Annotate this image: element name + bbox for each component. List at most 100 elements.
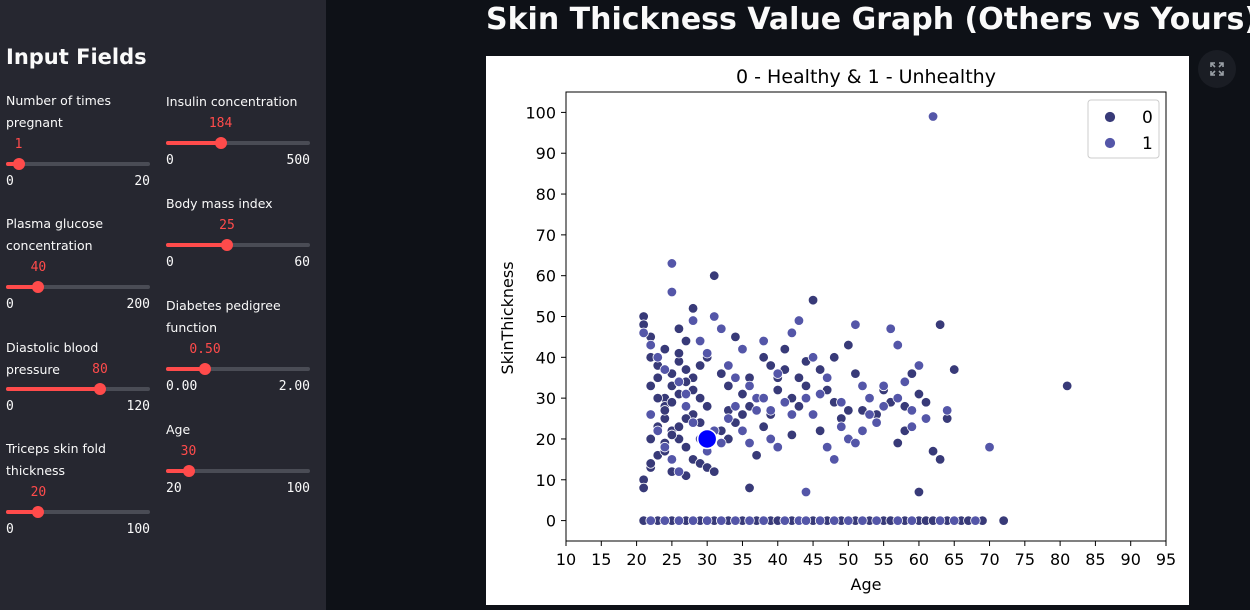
- data-point-class-1: [800, 486, 812, 498]
- data-point-class-0: [638, 482, 649, 494]
- slider-thumb[interactable]: [32, 506, 45, 518]
- data-point-class-1: [857, 515, 868, 526]
- data-point-class-1: [906, 405, 918, 416]
- data-point-class-0: [1061, 380, 1073, 392]
- x-tick-label: 20: [626, 550, 646, 569]
- data-point-class-1: [927, 111, 939, 122]
- slider-track[interactable]: [166, 465, 310, 477]
- slider-thumb[interactable]: [12, 158, 25, 170]
- slider-thumb[interactable]: [214, 137, 227, 149]
- data-point-class-1: [744, 380, 755, 392]
- data-point-class-0: [680, 364, 692, 375]
- page-title: Skin Thickness Value Graph (Others vs Yo…: [486, 2, 1250, 37]
- data-point-class-1: [709, 311, 720, 322]
- data-point-class-1: [871, 515, 882, 526]
- slider-track[interactable]: [6, 383, 150, 395]
- data-point-class-1: [659, 364, 671, 375]
- data-point-class-1: [786, 327, 798, 339]
- data-point-class-1: [807, 409, 819, 420]
- data-point-class-1: [864, 392, 875, 404]
- data-point-class-1: [744, 515, 755, 526]
- slider-min: 20: [166, 481, 182, 496]
- slider-thumb[interactable]: [221, 239, 233, 251]
- chart-figure: 0 - Healthy & 1 - Unhealthy 10 15 20 25 30 35 4…: [486, 56, 1189, 605]
- slider-fill: [166, 243, 227, 247]
- data-point-class-1: [652, 425, 663, 436]
- data-point-class-0: [800, 380, 812, 392]
- data-point-class-0: [892, 437, 903, 449]
- data-point-class-0: [751, 450, 762, 461]
- data-point-class-0: [694, 360, 706, 371]
- slider-max: 100: [286, 481, 310, 496]
- data-point-class-1: [666, 258, 678, 269]
- y-tick-label: 30: [536, 389, 556, 408]
- data-point-class-1: [878, 380, 889, 392]
- data-point-class-0: [694, 392, 706, 404]
- data-point-class-1: [730, 515, 741, 526]
- x-tick-label: 95: [1156, 550, 1176, 569]
- slider-track[interactable]: [166, 239, 310, 251]
- data-point-class-1: [758, 515, 769, 526]
- data-point-class-1: [687, 417, 699, 428]
- slider-track[interactable]: [166, 137, 310, 149]
- data-point-class-1: [843, 515, 854, 526]
- slider-track[interactable]: [6, 158, 150, 170]
- legend-marker-0: [1104, 111, 1116, 123]
- data-point-class-0: [793, 401, 805, 412]
- y-tick-label: 60: [536, 267, 556, 286]
- x-tick-label: 30: [697, 550, 717, 569]
- data-point-class-1: [857, 425, 868, 436]
- expand-button[interactable]: [1198, 50, 1236, 88]
- slider-label: Triceps skin fold thickness: [6, 441, 106, 478]
- slider-track[interactable]: [166, 363, 310, 375]
- slider-fill: [166, 469, 189, 473]
- slider-7: Age 30 20 100: [166, 419, 310, 496]
- slider-label: Number of times pregnant: [6, 93, 111, 130]
- data-point-class-1: [758, 392, 769, 404]
- slider-track[interactable]: [6, 281, 150, 293]
- data-point-class-1: [666, 286, 678, 298]
- x-axis-label: Age: [851, 575, 882, 594]
- data-point-class-1: [829, 454, 840, 465]
- slider-label: Diastolic blood pressure: [6, 340, 99, 377]
- slider-range: 0 200: [6, 297, 150, 312]
- y-tick-label: 80: [536, 185, 556, 204]
- data-point-class-1: [737, 343, 748, 355]
- x-tick-label: 90: [1121, 550, 1141, 569]
- data-point-class-0: [701, 401, 713, 412]
- data-point-class-0: [730, 331, 741, 343]
- slider-min: 0.00: [166, 379, 198, 394]
- x-tick-label: 65: [944, 550, 964, 569]
- slider-thumb[interactable]: [199, 363, 211, 375]
- data-point-class-0: [652, 392, 663, 404]
- data-point-class-1: [786, 409, 798, 420]
- data-point-class-1: [885, 323, 896, 334]
- slider-0: Number of times pregnant 1 0 20: [6, 90, 150, 189]
- slider-thumb[interactable]: [32, 281, 45, 293]
- slider-value: 0.50: [189, 342, 221, 357]
- data-point-class-1: [680, 401, 692, 412]
- x-tick-label: 40: [768, 550, 788, 569]
- data-point-class-1: [751, 405, 762, 416]
- slider-thumb[interactable]: [94, 383, 106, 395]
- data-point-class-1: [645, 409, 656, 420]
- x-tick-label: 80: [1050, 550, 1070, 569]
- slider-track[interactable]: [6, 506, 150, 518]
- data-point-class-0: [673, 348, 685, 359]
- data-point-class-0: [645, 458, 656, 469]
- data-point-class-1: [673, 376, 685, 388]
- y-tick-label: 90: [536, 144, 556, 163]
- data-point-class-1: [970, 515, 981, 526]
- data-point-class-1: [652, 352, 663, 363]
- slider-5: Body mass index 25 0 60: [166, 193, 310, 270]
- x-tick-label: 85: [1085, 550, 1105, 569]
- y-tick-label: 10: [536, 471, 556, 490]
- data-point-class-0: [906, 368, 918, 379]
- data-point-class-0: [680, 335, 692, 347]
- slider-thumb[interactable]: [182, 465, 195, 477]
- data-point-class-1: [864, 409, 875, 420]
- data-point-class-1: [814, 515, 826, 526]
- slider-value: 25: [219, 218, 235, 233]
- data-point-class-1: [899, 376, 911, 388]
- slider-range: 0 20: [6, 174, 150, 189]
